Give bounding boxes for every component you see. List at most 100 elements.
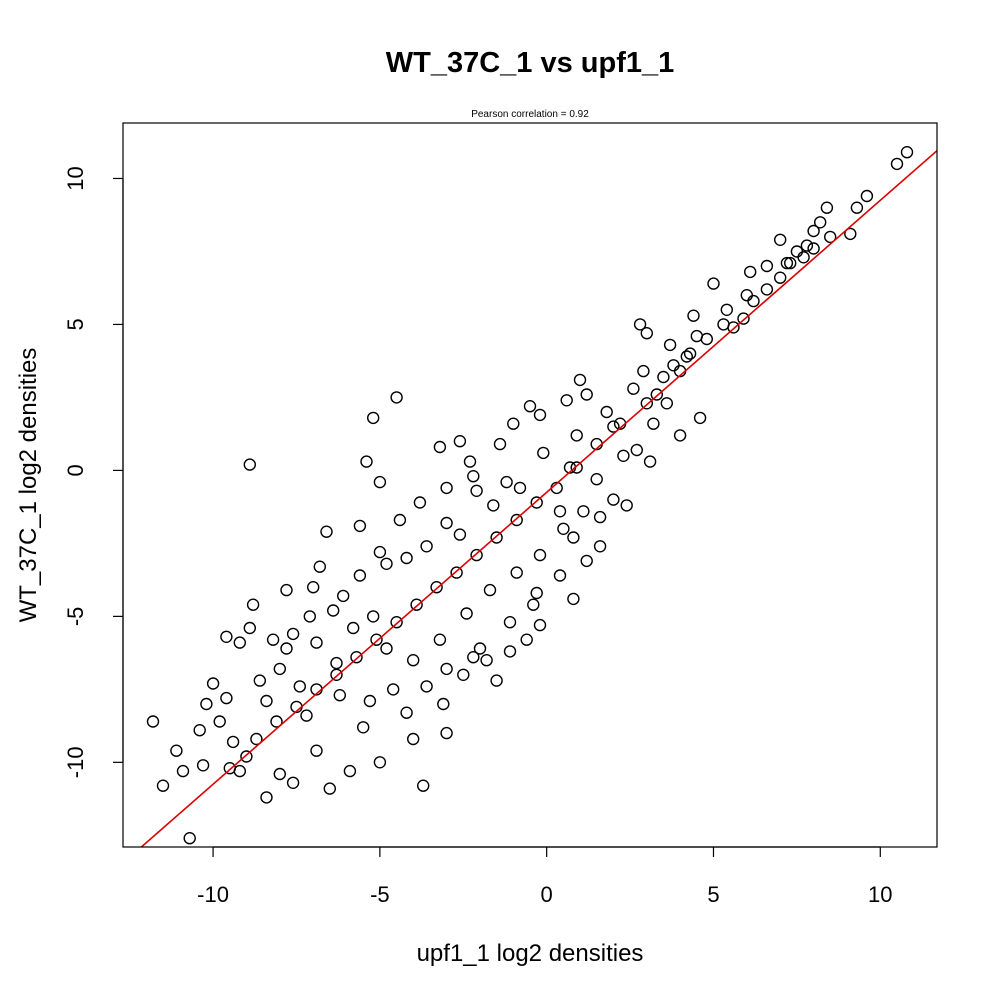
data-point (487, 499, 500, 512)
data-point (343, 764, 357, 778)
data-point (627, 382, 640, 395)
y-axis: -10 -5 0 5 10 (63, 166, 124, 778)
data-point (407, 732, 420, 746)
data-point (233, 764, 247, 778)
data-point (433, 440, 447, 454)
y-tick-label: 0 (63, 464, 88, 476)
data-point (273, 662, 286, 676)
data-point (243, 621, 257, 635)
data-point (607, 420, 620, 433)
data-point (246, 598, 260, 611)
data-point (380, 557, 393, 570)
data-point (747, 294, 760, 308)
data-point (503, 645, 517, 658)
data-point (170, 744, 183, 757)
data-point (440, 662, 453, 676)
x-tick-label: -10 (197, 882, 229, 907)
data-point (293, 680, 306, 693)
chart-subtitle: Pearson correlation = 0.92 (471, 109, 589, 120)
data-point (417, 779, 430, 792)
data-point (470, 548, 483, 562)
data-point (260, 791, 273, 804)
data-point (660, 397, 673, 410)
data-point (473, 642, 487, 655)
data-point (196, 759, 210, 772)
data-point (530, 586, 543, 600)
data-point (657, 370, 670, 384)
y-tick-label: 10 (63, 166, 88, 190)
data-point (206, 677, 220, 690)
data-point (573, 373, 587, 387)
x-tick-label: 5 (707, 882, 719, 907)
data-point (673, 429, 687, 442)
data-point (213, 715, 226, 728)
data-point (690, 329, 703, 343)
data-point (463, 455, 477, 468)
data-point (453, 528, 467, 541)
data-point (310, 636, 323, 649)
data-point (537, 446, 550, 460)
data-point (784, 256, 797, 270)
data-point (253, 674, 266, 687)
data-point (373, 475, 387, 489)
data-point (687, 309, 700, 322)
data-point (350, 651, 363, 664)
data-points (146, 145, 914, 845)
data-point (620, 499, 633, 512)
data-point (797, 251, 810, 264)
data-point (737, 312, 750, 325)
data-point (727, 321, 740, 334)
data-point (243, 458, 257, 471)
data-point (353, 519, 367, 533)
data-point (156, 779, 170, 792)
data-point (280, 642, 293, 655)
data-point (720, 303, 733, 316)
data-point (413, 496, 427, 509)
data-point (320, 525, 333, 538)
data-point (500, 475, 513, 489)
data-point (507, 417, 520, 430)
data-point (273, 767, 286, 781)
data-point (824, 230, 837, 244)
data-point (760, 259, 774, 273)
x-axis-label: upf1_1 log2 densities (417, 940, 644, 967)
data-point (577, 505, 590, 518)
data-point (483, 583, 497, 597)
data-point (523, 400, 537, 413)
y-tick-label: -10 (63, 746, 88, 778)
data-point (360, 455, 373, 468)
y-tick-label: 5 (63, 318, 88, 330)
data-point (790, 245, 804, 258)
data-point (590, 473, 603, 486)
data-point (740, 289, 753, 302)
data-point (503, 616, 517, 629)
x-tick-label: 10 (868, 882, 892, 907)
regression-line (140, 150, 937, 847)
data-point (850, 201, 864, 214)
data-point (640, 397, 653, 410)
data-point (260, 694, 273, 708)
data-point (493, 437, 507, 451)
data-point (286, 776, 300, 789)
data-point (707, 277, 720, 290)
data-point (580, 388, 593, 401)
data-point (440, 481, 453, 495)
data-point (600, 405, 613, 419)
data-point (533, 618, 547, 632)
data-point (490, 674, 503, 687)
data-point (607, 493, 620, 506)
data-point (844, 227, 857, 241)
data-point (683, 347, 697, 360)
data-point (774, 233, 787, 247)
data-point (510, 513, 523, 527)
data-point (663, 338, 677, 352)
data-point (146, 715, 160, 728)
data-point (367, 610, 380, 623)
data-point (467, 651, 480, 664)
data-point (667, 359, 680, 372)
data-point (240, 750, 253, 763)
data-point (250, 732, 263, 746)
data-point (820, 201, 834, 214)
data-point (310, 744, 323, 757)
